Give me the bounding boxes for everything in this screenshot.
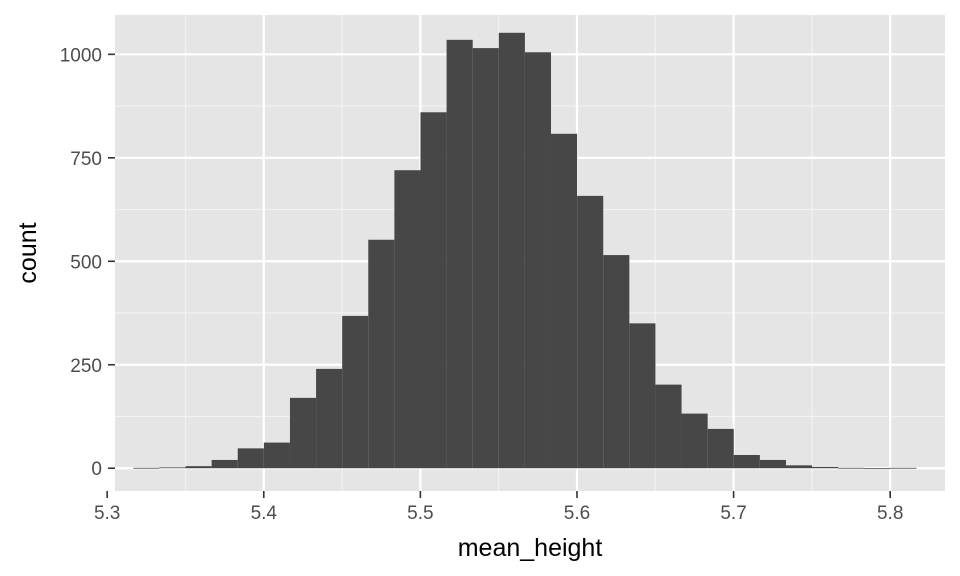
y-axis: 0 250 500 750 1000 [60,45,115,480]
histogram-bars [133,32,917,470]
y-tick-label: 250 [70,356,102,377]
histogram-bar [812,466,839,469]
histogram-bar [420,112,447,469]
histogram-bar [629,323,656,469]
histogram-bar [394,170,421,469]
histogram-bar [603,255,630,469]
histogram-bar [133,467,160,469]
x-tick-label: 5.8 [877,503,903,524]
histogram-bar [655,384,682,469]
histogram-bar [864,468,891,470]
histogram-bar [577,195,604,469]
histogram-bar [733,454,760,469]
histogram-bar [211,459,238,469]
histogram-bar [342,315,369,469]
x-tick-label: 5.7 [720,503,746,524]
histogram-bar [185,466,212,469]
x-tick-label: 5.6 [564,503,590,524]
histogram-bar [759,459,786,469]
y-tick-label: 0 [91,459,102,480]
y-tick-label: 1000 [60,45,102,66]
x-axis-title: mean_height [458,534,603,562]
x-axis: 5.3 5.4 5.5 5.6 5.7 5.8 [94,491,903,524]
histogram-bar [890,467,917,469]
histogram-bar [368,239,395,469]
histogram-bar [289,397,317,469]
histogram-bar [498,32,525,469]
y-tick-label: 500 [70,252,102,273]
histogram-bar [551,133,578,469]
x-tick-label: 5.3 [94,503,120,524]
histogram-bar [785,465,813,469]
histogram-bar [707,428,734,469]
histogram-bar [316,368,343,469]
y-tick-label: 750 [70,149,102,170]
histogram-bar [681,413,708,469]
y-axis-title: count [14,222,42,283]
histogram-bar [446,39,473,469]
x-tick-label: 5.4 [251,503,278,524]
histogram-bar [838,467,865,469]
histogram-bar [237,448,264,469]
histogram-bar [472,48,499,469]
histogram-bar [524,52,552,469]
x-tick-label: 5.5 [407,503,433,524]
histogram-bar [159,467,186,469]
histogram-bar [263,442,290,469]
